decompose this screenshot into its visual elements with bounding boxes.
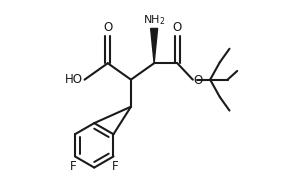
Text: F: F [70,160,76,173]
Text: NH$_2$: NH$_2$ [143,13,165,26]
Text: O: O [194,74,203,87]
Text: HO: HO [65,73,83,86]
Text: O: O [103,21,113,34]
Text: F: F [112,160,119,173]
Text: O: O [173,21,182,34]
Polygon shape [151,28,158,63]
